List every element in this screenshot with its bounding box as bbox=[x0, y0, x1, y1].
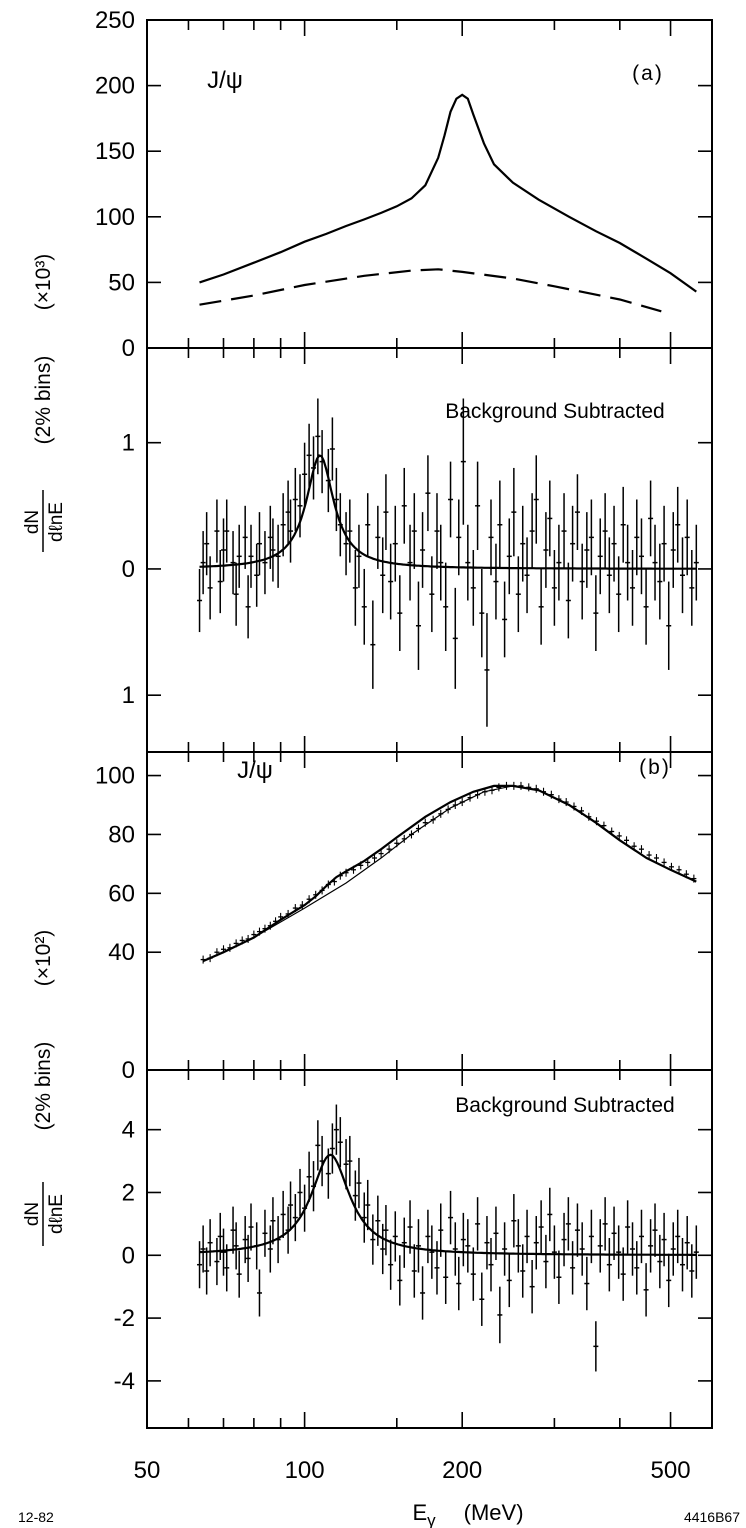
signal-fit-curve bbox=[199, 454, 697, 570]
panel-a-top: 0 50 100 150 200 250 bbox=[95, 7, 713, 362]
panel-a-bottom: 1 0 1 bbox=[122, 347, 713, 753]
y-axis-frac-numerator-a: dN bbox=[22, 510, 43, 534]
y-axis-bins-b: (2% bins) bbox=[32, 1042, 55, 1131]
y-tick-label: 100 bbox=[95, 204, 135, 231]
x-axis-unit: (MeV) bbox=[464, 1500, 524, 1525]
y-tick-label: -2 bbox=[114, 1305, 135, 1332]
y-tick-label: 1 bbox=[122, 430, 135, 457]
bg-subtracted-title-b: Background Subtracted bbox=[455, 1094, 674, 1117]
x-axis-symbol: E bbox=[412, 1500, 427, 1525]
plot-frame bbox=[146, 751, 713, 1071]
x-axis-subscript: γ bbox=[427, 1511, 436, 1528]
fit-curve bbox=[202, 784, 697, 963]
panel-tag-b: (b) bbox=[639, 756, 671, 779]
panel-b-top: 0 40 60 80 100 bbox=[95, 751, 713, 1084]
y-tick-label: 1 bbox=[122, 682, 135, 709]
y-tick-label: 100 bbox=[95, 763, 135, 790]
plot-frame bbox=[146, 1069, 713, 1429]
y-axis-frac-denominator-b: dℓnE bbox=[46, 1194, 67, 1234]
background-curve bbox=[199, 268, 662, 313]
y-axis-scale-a: (×10³) bbox=[32, 254, 55, 311]
y-tick-label: 80 bbox=[108, 821, 135, 848]
y-axis-bins-a: (2% bins) bbox=[32, 356, 55, 445]
y-axis-frac-denominator-a: dℓnE bbox=[46, 502, 67, 542]
x-tick-label: 100 bbox=[285, 1457, 325, 1484]
y-tick-label: 0 bbox=[122, 335, 135, 362]
y-tick-label: -4 bbox=[114, 1368, 135, 1395]
y-tick-label: 4 bbox=[122, 1117, 135, 1144]
y-tick-label: 0 bbox=[122, 1242, 135, 1269]
bg-subtracted-title-a: Background Subtracted bbox=[445, 400, 664, 423]
x-tick-label: 50 bbox=[134, 1457, 161, 1484]
figure-id-code: 4416B67 bbox=[684, 1509, 740, 1525]
y-tick-label: 200 bbox=[95, 73, 135, 100]
y-axis-scale-b: (×10²) bbox=[32, 930, 55, 987]
signal-fit-curve bbox=[199, 1153, 697, 1256]
y-tick-label: 250 bbox=[95, 7, 135, 34]
x-tick-label: 500 bbox=[651, 1457, 691, 1484]
fit-curve bbox=[199, 93, 697, 293]
y-tick-label: 40 bbox=[108, 939, 135, 966]
y-axis-frac-numerator-b: dN bbox=[22, 1202, 43, 1226]
y-tick-label: 2 bbox=[122, 1179, 135, 1206]
y-tick-label: 60 bbox=[108, 880, 135, 907]
panel-b-bottom: 4 2 0 -2 -4 bbox=[114, 1069, 713, 1429]
y-tick-label: 50 bbox=[108, 269, 135, 296]
y-tick-label: 0 bbox=[122, 556, 135, 583]
annotation-jpsi-a: J/ψ bbox=[207, 67, 243, 94]
figure-date-code: 12-82 bbox=[18, 1509, 54, 1525]
y-tick-label: 0 bbox=[122, 1057, 135, 1084]
x-axis-label: Eγ (MeV) bbox=[412, 1500, 523, 1528]
y-tick-label: 150 bbox=[95, 138, 135, 165]
annotation-jpsi-b: J/ψ bbox=[237, 757, 273, 784]
panel-tag-a: (a) bbox=[632, 62, 664, 85]
x-tick-label: 200 bbox=[442, 1457, 482, 1484]
